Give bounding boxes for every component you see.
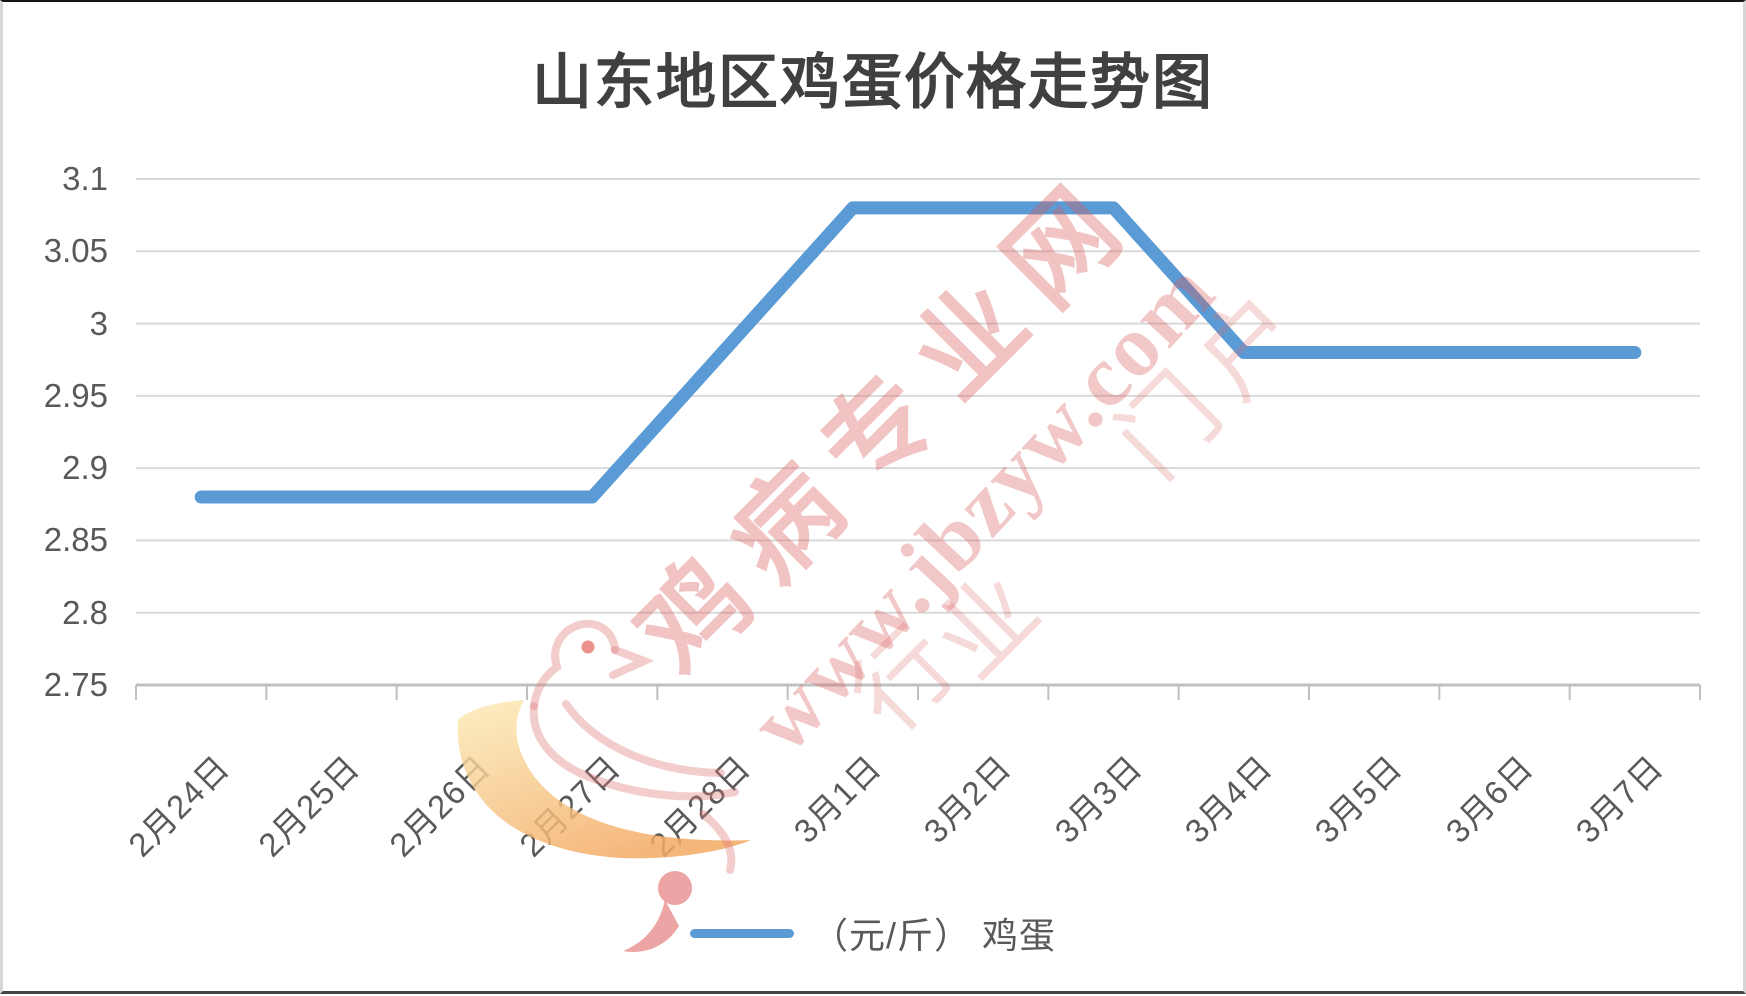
y-axis-tick-label: 3.05 (43, 232, 108, 270)
y-axis-tick-label: 2.95 (43, 376, 108, 414)
y-axis-tick-label: 2.85 (43, 521, 108, 559)
legend-series-label: （元/斤） 鸡蛋 (811, 915, 1056, 956)
gridlines (136, 178, 1700, 687)
legend-line-swatch-icon (689, 928, 794, 938)
y-axis-tick-label: 2.8 (62, 593, 108, 631)
line-chart-plot-area (135, 178, 1701, 700)
y-axis-tick-label: 3.1 (62, 160, 108, 197)
y-axis-tick-label: 2.75 (43, 666, 108, 703)
chart-legend: （元/斤） 鸡蛋 (3, 905, 1743, 961)
price-series-line (194, 201, 1642, 504)
x-axis-ticks (135, 685, 1701, 700)
y-axis-tick-label: 3 (89, 304, 108, 342)
chart-title: 山东地区鸡蛋价格走势图 (532, 50, 1214, 116)
y-axis-tick-label: 2.9 (62, 449, 108, 487)
